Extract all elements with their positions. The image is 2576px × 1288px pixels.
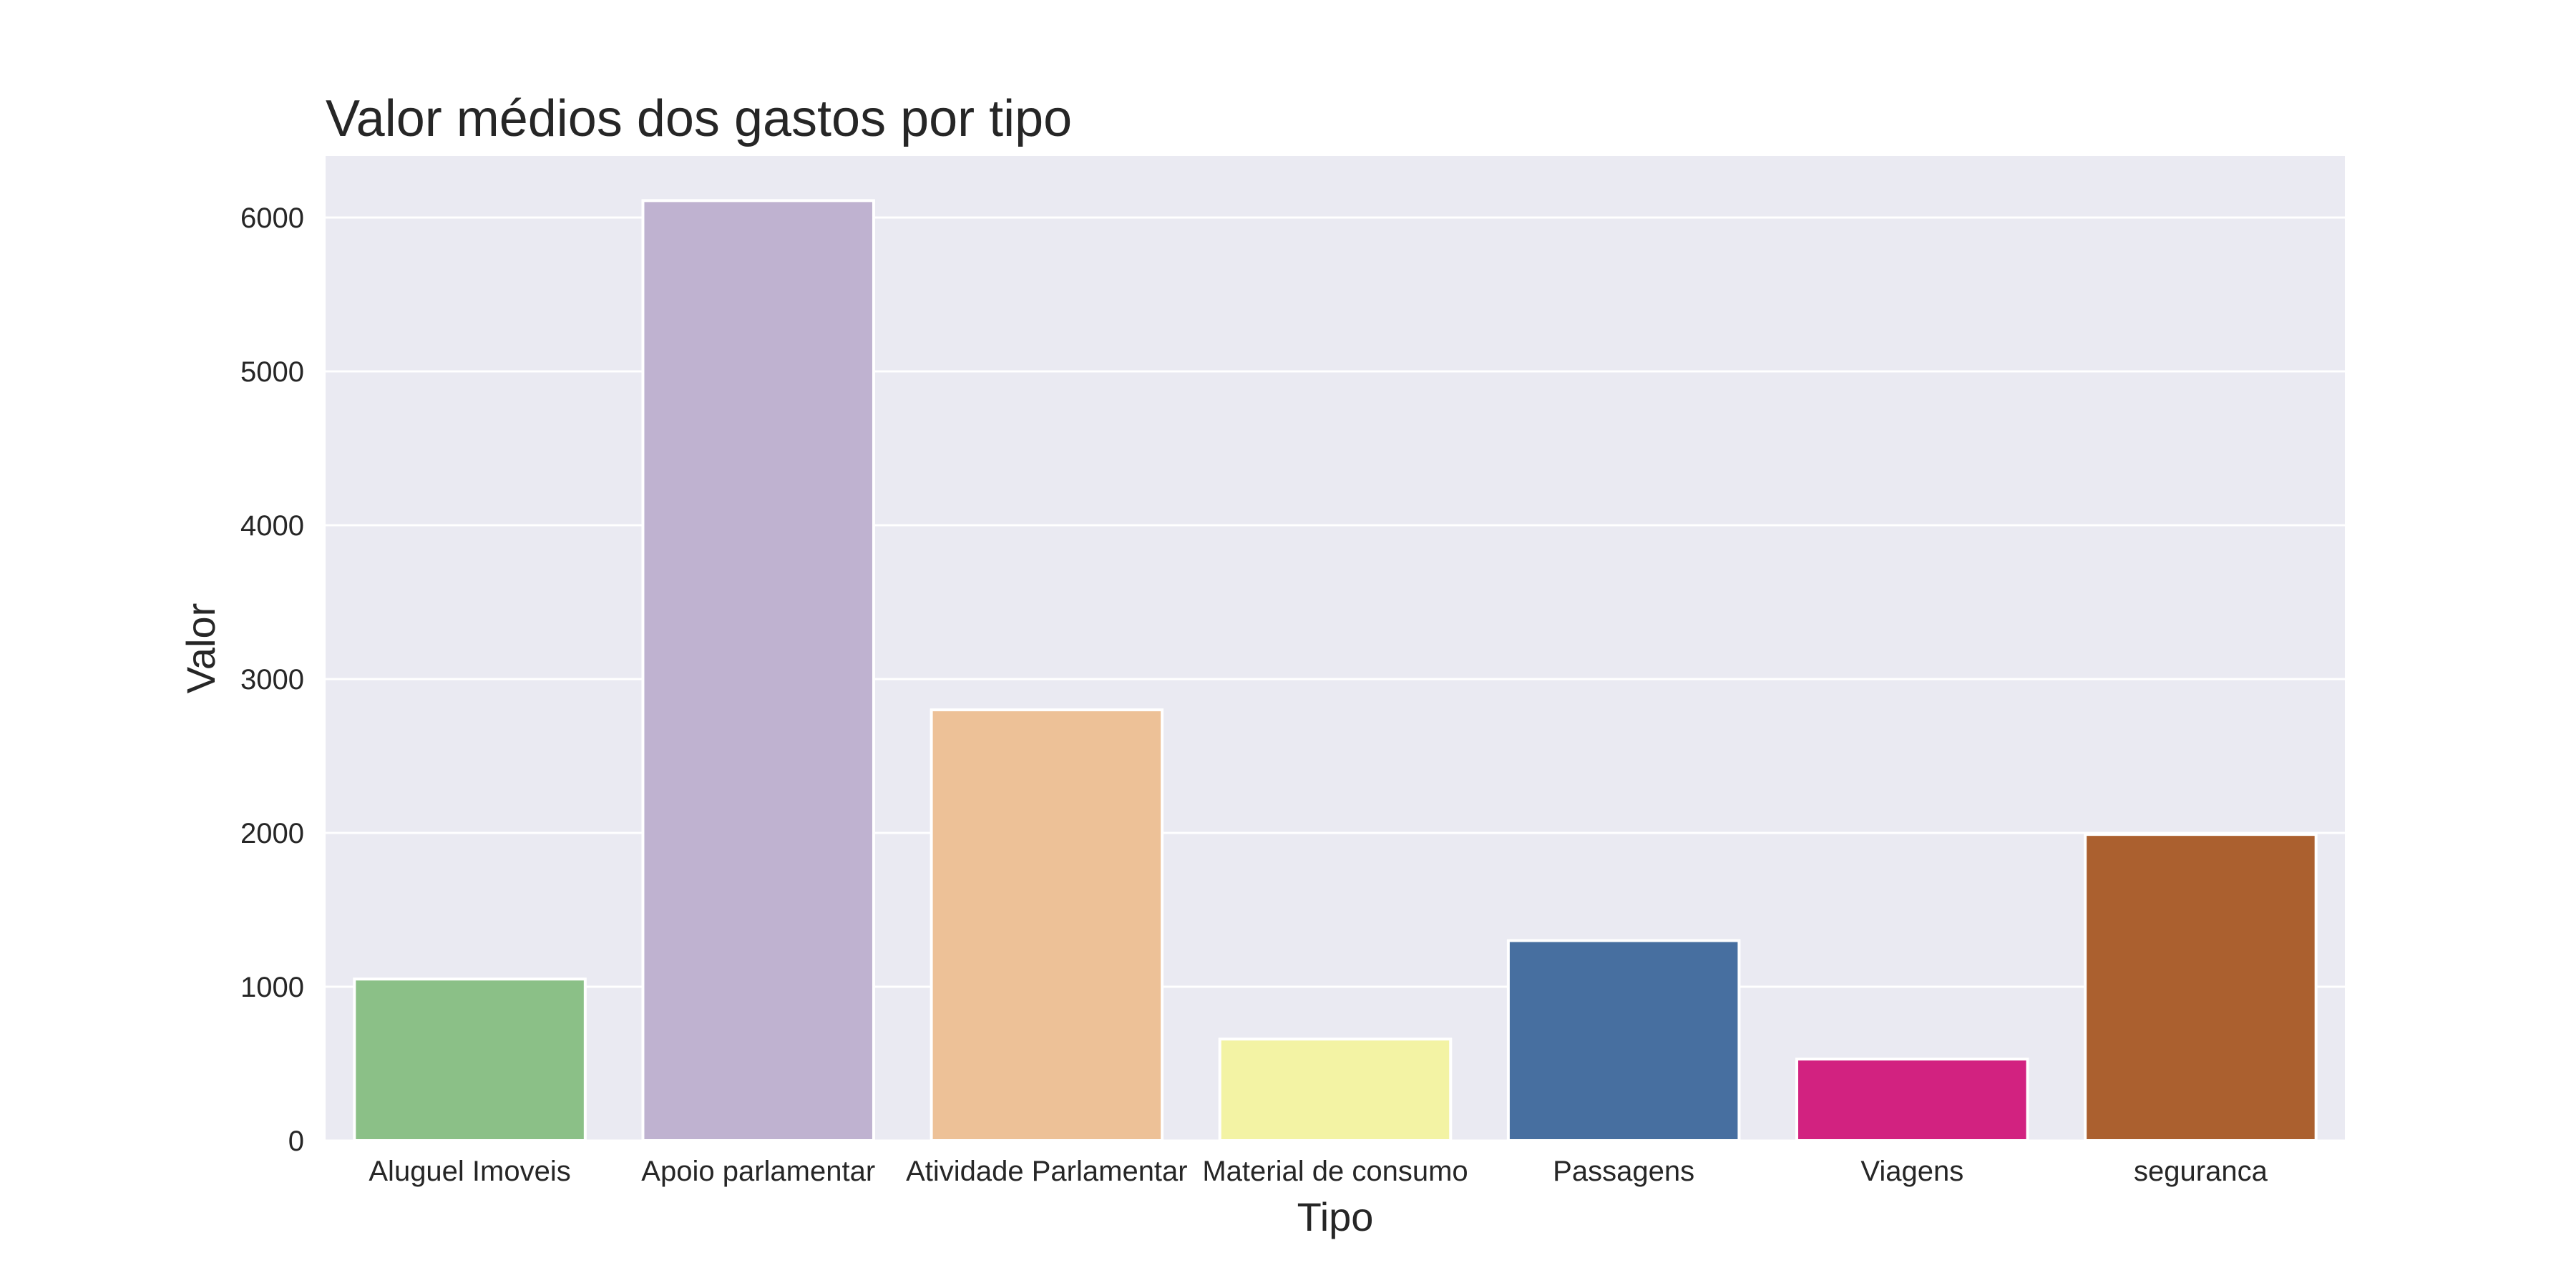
bar-passagens <box>1506 939 1741 1142</box>
x-tick-label: seguranca <box>2134 1156 2268 1187</box>
y-tick-label: 5000 <box>240 356 304 388</box>
bar-viagens <box>1795 1058 2029 1143</box>
x-tick-label: Atividade Parlamentar <box>906 1156 1188 1187</box>
y-tick-label: 3000 <box>240 664 304 696</box>
x-tick-label: Viagens <box>1860 1156 1963 1187</box>
y-tick-label: 1000 <box>240 972 304 1003</box>
x-axis-title: Tipo <box>1297 1194 1374 1239</box>
x-tick-label: Aluguel Imoveis <box>369 1156 570 1187</box>
y-tick-label: 4000 <box>240 510 304 542</box>
y-tick-labels: 0 1000 2000 3000 4000 5000 6000 <box>240 203 304 1157</box>
x-tick-labels: Aluguel Imoveis Apoio parlamentar Atividad… <box>369 1156 2268 1187</box>
y-tick-label: 2000 <box>240 818 304 849</box>
x-tick-label: Passagens <box>1553 1156 1694 1187</box>
plot-area <box>326 156 2345 1141</box>
x-tick-label: Apoio parlamentar <box>641 1156 875 1187</box>
y-tick-label: 6000 <box>240 203 304 234</box>
bar-aluguel-imoveis <box>353 977 587 1142</box>
bar-material-de-consumo <box>1218 1038 1453 1142</box>
chart-title: Valor médios dos gastos por tipo <box>326 90 1072 147</box>
bar-apoio-parlamentar <box>641 199 875 1143</box>
bar-seguranca <box>2084 833 2318 1143</box>
y-axis-title: Valor <box>178 603 223 694</box>
bars <box>353 199 2318 1143</box>
bar-atividade-parlamentar <box>930 708 1164 1142</box>
x-tick-label: Material de consumo <box>1202 1156 1468 1187</box>
y-tick-label: 0 <box>288 1126 304 1157</box>
